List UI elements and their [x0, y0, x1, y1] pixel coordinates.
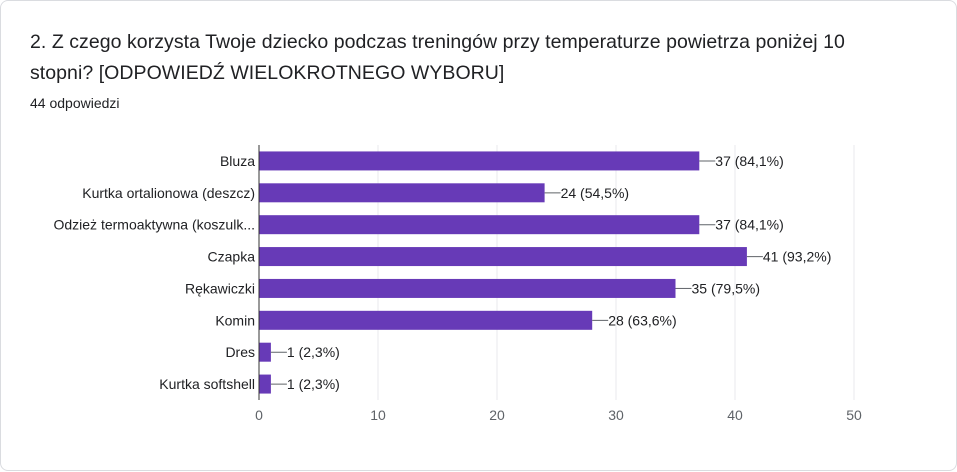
- bar[interactable]: [259, 310, 593, 330]
- data-label: 24 (54,5%): [561, 185, 629, 201]
- labels-layer: Bluza 37 (84,1%) Kurtka ortalionowa (deszc…: [53, 153, 831, 392]
- category-label: Komin: [215, 312, 255, 328]
- x-tick-label: 0: [255, 407, 263, 423]
- x-tick-label: 50: [846, 407, 862, 423]
- x-tick-label: 40: [727, 407, 743, 423]
- category-label: Kurtka ortalionowa (deszcz): [82, 185, 255, 201]
- bar[interactable]: [259, 278, 676, 298]
- data-label: 1 (2,3%): [287, 344, 340, 360]
- bar[interactable]: [259, 374, 271, 394]
- category-label: Rękawiczki: [185, 280, 255, 296]
- data-label: 35 (79,5%): [692, 280, 760, 296]
- bar[interactable]: [259, 215, 700, 235]
- x-tick-label: 20: [489, 407, 505, 423]
- category-label: Kurtka softshell: [159, 376, 255, 392]
- bar[interactable]: [259, 342, 271, 362]
- bar[interactable]: [259, 151, 700, 171]
- data-label: 41 (93,2%): [763, 249, 831, 265]
- bar[interactable]: [259, 183, 545, 203]
- category-label: Czapka: [208, 249, 256, 265]
- x-tick-label: 10: [370, 407, 386, 423]
- data-label: 37 (84,1%): [715, 217, 783, 233]
- response-count: 44 odpowiedzi: [30, 95, 120, 111]
- question-title: 2. Z czego korzysta Twoje dziecko podcza…: [30, 31, 845, 84]
- category-label: Dres: [225, 344, 255, 360]
- data-label: 37 (84,1%): [715, 153, 783, 169]
- x-tick-label: 30: [608, 407, 624, 423]
- data-label: 28 (63,6%): [608, 312, 676, 328]
- grid-layer: [377, 145, 855, 400]
- axis-layer: 0 10 20 30 40 50: [255, 145, 862, 423]
- category-label: Bluza: [220, 153, 255, 169]
- bar[interactable]: [259, 247, 747, 267]
- data-label: 1 (2,3%): [287, 376, 340, 392]
- category-label: Odzież termoaktywna (koszulk...: [53, 217, 255, 233]
- bars-layer: [259, 151, 747, 394]
